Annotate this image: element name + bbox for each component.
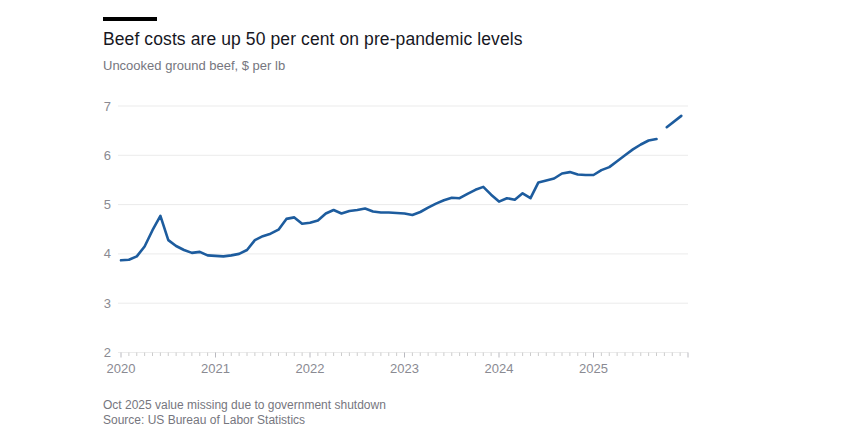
x-axis-label: 2023 — [390, 361, 419, 376]
chart-footnote: Oct 2025 value missing due to government… — [103, 398, 703, 412]
x-axis-label: 2022 — [296, 361, 325, 376]
y-axis-label: 2 — [104, 345, 111, 360]
x-axis-label: 2025 — [579, 361, 608, 376]
x-axis-label: 2021 — [201, 361, 230, 376]
price-line-latest-segment — [667, 116, 682, 127]
line-chart: 2 3 4 5 6 7 2020 2021 2022 2023 2024 2025 — [0, 0, 868, 434]
chart-source: Source: US Bureau of Labor Statistics — [103, 413, 703, 427]
y-axis-label: 6 — [104, 148, 111, 163]
price-line — [121, 139, 657, 260]
x-axis-label: 2020 — [107, 361, 136, 376]
y-axis-label: 5 — [104, 197, 111, 212]
y-axis-label: 7 — [104, 99, 111, 114]
y-axis-label: 4 — [104, 246, 111, 261]
x-axis-label: 2024 — [485, 361, 514, 376]
y-axis-label: 3 — [104, 296, 111, 311]
chart-card: Beef costs are up 50 per cent on pre-pan… — [0, 0, 868, 434]
